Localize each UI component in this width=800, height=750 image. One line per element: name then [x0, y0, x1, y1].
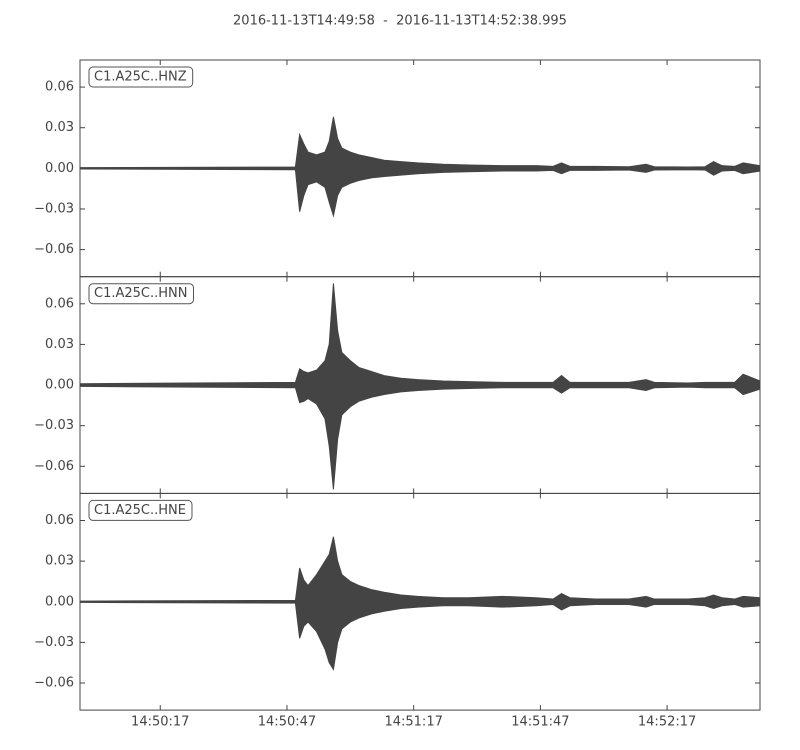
x-tick-label: 14:51:47 — [511, 715, 569, 730]
y-tick-label: 0.03 — [45, 554, 74, 569]
trace-label: C1.A25C..HNN — [94, 286, 187, 301]
y-tick-label: 0.06 — [45, 513, 74, 528]
trace-label: C1.A25C..HNZ — [94, 70, 187, 85]
y-tick-label: 0.03 — [45, 120, 74, 135]
y-tick-label: −0.06 — [34, 676, 74, 691]
y-tick-label: 0.06 — [45, 296, 74, 311]
y-tick-label: −0.06 — [34, 459, 74, 474]
waveform-envelope — [79, 116, 761, 169]
x-tick-label: 14:51:17 — [384, 715, 442, 730]
trace-label: C1.A25C..HNE — [94, 503, 186, 518]
y-tick-label: −0.03 — [34, 201, 74, 216]
waveform-envelope — [79, 283, 761, 386]
waveform-envelope — [79, 167, 761, 218]
y-tick-label: 0.06 — [45, 80, 74, 95]
y-tick-label: 0.00 — [45, 161, 74, 176]
y-tick-label: −0.06 — [34, 242, 74, 257]
trace-label-box — [88, 66, 194, 88]
trace-label-box — [88, 283, 194, 305]
x-tick-label: 14:50:17 — [131, 715, 189, 730]
trace-label-box — [88, 499, 193, 521]
y-tick-label: −0.03 — [34, 635, 74, 650]
waveform-envelope — [79, 536, 761, 603]
x-tick-label: 14:50:47 — [258, 715, 316, 730]
y-tick-label: 0.03 — [45, 337, 74, 352]
waveform-envelope — [79, 601, 761, 671]
chart-title: 2016-11-13T14:49:58 - 2016-11-13T14:52:3… — [233, 14, 567, 29]
waveform-envelope — [79, 384, 761, 490]
y-tick-label: −0.03 — [34, 418, 74, 433]
x-tick-label: 14:52:17 — [638, 715, 696, 730]
y-tick-label: 0.00 — [45, 594, 74, 609]
y-tick-label: 0.00 — [45, 378, 74, 393]
